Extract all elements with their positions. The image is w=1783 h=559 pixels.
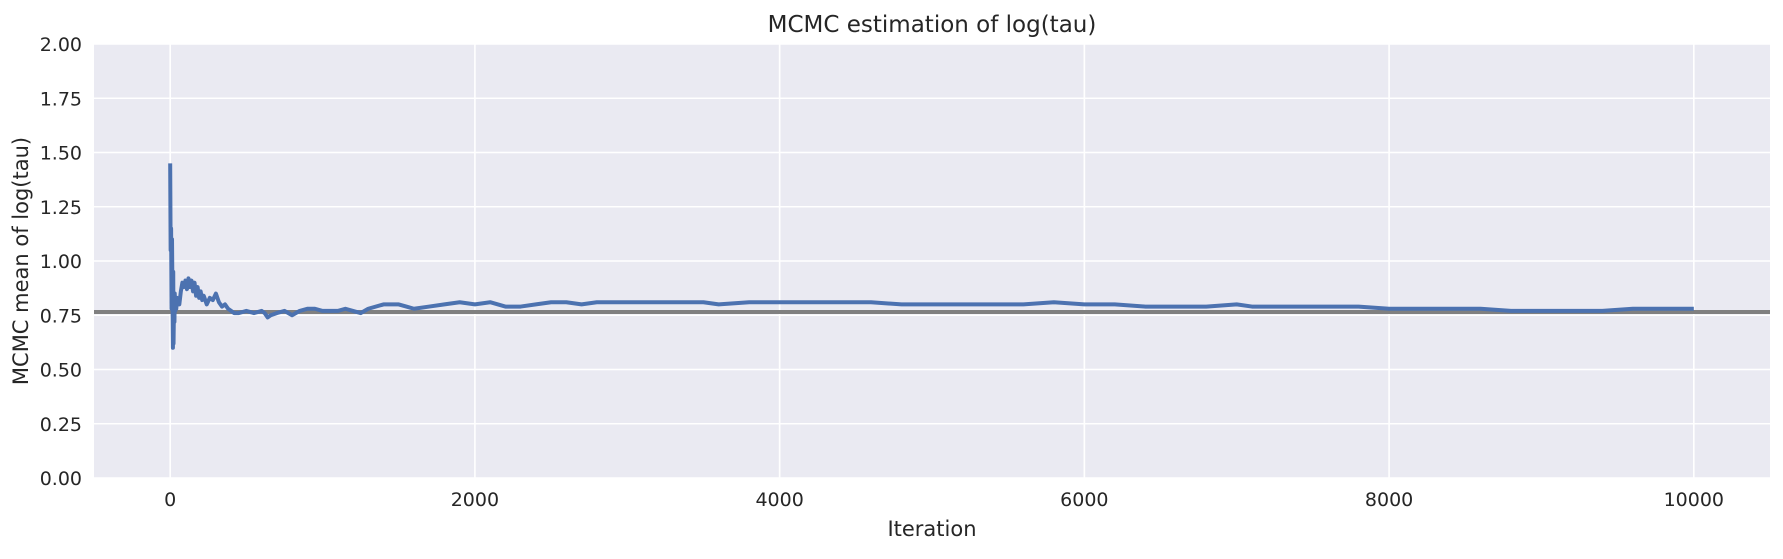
y-tick-label: 0.25 <box>40 414 82 436</box>
y-tick-label: 0.75 <box>40 305 82 327</box>
y-tick-label: 0.50 <box>40 360 82 382</box>
y-tick-label: 0.00 <box>40 468 82 490</box>
x-tick-label: 10000 <box>1664 489 1724 511</box>
y-tick-label: 1.00 <box>40 251 82 273</box>
x-tick-label: 4000 <box>755 489 803 511</box>
x-tick-label: 6000 <box>1060 489 1108 511</box>
y-tick-label: 1.50 <box>40 143 82 165</box>
grid-lines <box>94 43 1770 479</box>
chart-title: MCMC estimation of log(tau) <box>768 12 1097 38</box>
y-tick-label: 1.75 <box>40 88 82 110</box>
x-tick-label: 2000 <box>451 489 499 511</box>
x-tick-label: 0 <box>164 489 176 511</box>
x-tick-label: 8000 <box>1365 489 1413 511</box>
y-axis-label: MCMC mean of log(tau) <box>9 137 33 385</box>
x-axis-label: Iteration <box>887 517 976 541</box>
tick-labels: 0 2000 4000 6000 8000 10000 0.00 0.25 0.50 0.75 1.… <box>40 34 1724 511</box>
series-line-mcmc-mean <box>168 163 1694 350</box>
y-tick-label: 1.25 <box>40 197 82 219</box>
y-tick-label: 2.00 <box>40 34 82 56</box>
